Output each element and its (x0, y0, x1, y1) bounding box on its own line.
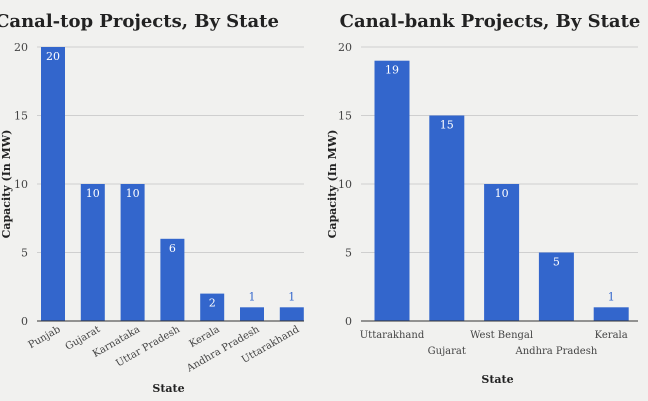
x-axis-label: State (152, 382, 184, 395)
bar-andhra-pradesh (240, 307, 264, 321)
y-tick-label: 5 (21, 247, 28, 260)
y-tick-label: 0 (345, 315, 352, 328)
bar-karnataka (120, 184, 145, 321)
bar-gujarat (429, 115, 465, 321)
x-tick-label-gujarat: Gujarat (428, 346, 466, 357)
y-tick-label: 5 (345, 247, 352, 260)
data-label-west-bengal: 10 (495, 187, 509, 200)
data-label-andhra-pradesh: 5 (553, 256, 560, 269)
y-tick-label: 10 (338, 178, 352, 191)
bar-uttarakhand (374, 60, 410, 321)
data-label-gujarat: 15 (440, 119, 454, 132)
chart-canal-bank: Canal-bank Projects, By State0510152019U… (326, 11, 641, 386)
x-axis-label: State (481, 373, 513, 386)
x-tick-label-uttarakhand: Uttarakhand (360, 330, 425, 341)
y-tick-label: 15 (338, 110, 352, 123)
y-tick-label: 10 (14, 178, 28, 191)
y-axis-label: Capacity (In MW) (326, 130, 339, 239)
y-tick-label: 0 (21, 315, 28, 328)
bar-kerala (200, 293, 225, 321)
data-label-karnataka: 10 (126, 187, 140, 200)
data-label-kerala: 1 (608, 290, 615, 303)
chart-canal-top: Canal-top Projects, By State 0 5 10 15 20 20 Pu… (0, 11, 304, 395)
bar-uttarakhand (279, 307, 304, 321)
bar-gujarat (80, 184, 105, 321)
y-tick-label: 20 (338, 41, 352, 54)
y-tick-label: 15 (14, 110, 28, 123)
bar-west-bengal (484, 184, 520, 321)
y-axis-label: Capacity (In MW) (0, 130, 13, 239)
data-label-punjab: 20 (46, 50, 60, 63)
data-label-uttar-pradesh: 6 (169, 242, 176, 255)
y-tick-label: 20 (14, 41, 28, 54)
x-tick-label-west-bengal: West Bengal (470, 330, 533, 341)
data-label-uttarakhand: 19 (385, 64, 399, 77)
chart-title: Canal-top Projects, By State (0, 11, 279, 32)
data-label-gujarat: 10 (86, 187, 100, 200)
data-label-andhra-pradesh: 1 (249, 290, 256, 303)
x-tick-label-andhra-pradesh: Andhra Pradesh (515, 346, 598, 357)
x-tick-label-kerala: Kerala (595, 330, 628, 341)
data-label-uttarakhand: 1 (288, 290, 295, 303)
bar-uttar-pradesh (160, 238, 185, 321)
bar-kerala (593, 307, 629, 321)
chart-title: Canal-bank Projects, By State (340, 11, 641, 32)
bar-punjab (41, 47, 65, 321)
x-tick-label-punjab: Punjab (27, 324, 63, 351)
data-label-kerala: 2 (209, 297, 216, 310)
bar-andhra-pradesh (538, 252, 574, 321)
